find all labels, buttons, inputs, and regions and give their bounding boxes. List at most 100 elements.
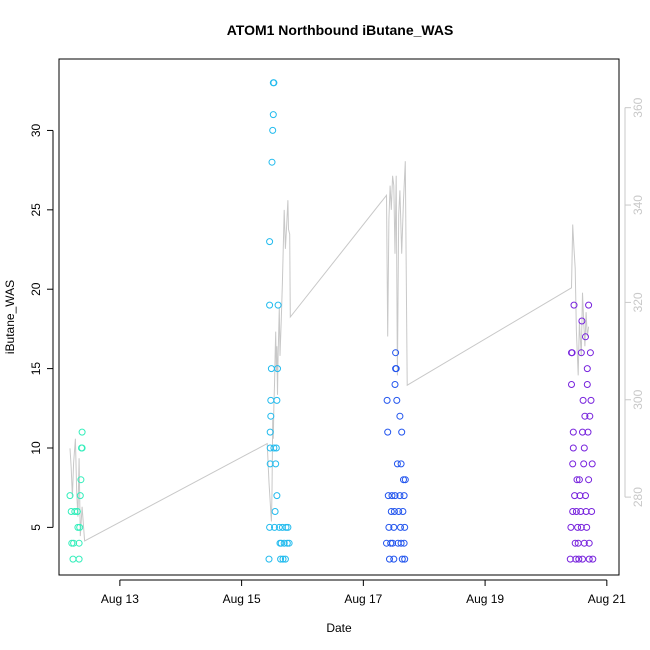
data-point — [384, 428, 392, 436]
data-point — [277, 555, 285, 563]
data-point — [78, 428, 86, 436]
data-point — [274, 301, 282, 309]
data-point — [587, 396, 595, 404]
chart-title: ATOM1 Northbound iButane_WAS — [227, 22, 454, 38]
data-point — [393, 460, 401, 468]
data-point — [584, 428, 592, 436]
data-point — [270, 79, 278, 87]
data-point — [266, 428, 274, 436]
data-point — [267, 412, 275, 420]
data-point — [391, 492, 399, 500]
data-point — [383, 396, 391, 404]
y-tick-label: 5 — [29, 524, 43, 531]
data-point — [270, 444, 278, 452]
data-point — [389, 539, 397, 547]
data-point — [573, 476, 581, 484]
data-point — [400, 539, 408, 547]
data-point — [75, 555, 83, 563]
data-point — [69, 555, 77, 563]
data-point — [580, 444, 588, 452]
data-point — [274, 365, 281, 373]
data-point — [387, 539, 395, 547]
x-tick-label: Aug 17 — [344, 592, 382, 606]
data-point — [401, 476, 409, 484]
data-point — [266, 238, 274, 246]
data-point — [77, 476, 85, 484]
data-point — [397, 460, 405, 468]
data-point — [583, 365, 591, 373]
data-point — [585, 539, 593, 547]
secondary-line-layer — [69, 161, 590, 542]
data-point — [588, 460, 596, 468]
data-point — [271, 523, 278, 531]
data-point — [577, 349, 585, 357]
data-point — [569, 460, 577, 468]
data-point — [569, 444, 577, 452]
data-point — [273, 492, 281, 500]
data-point — [391, 381, 399, 388]
data-point — [577, 523, 585, 531]
data-point — [582, 492, 589, 500]
data-point — [583, 381, 591, 388]
y-tick-label: 10 — [29, 441, 43, 455]
data-point — [585, 301, 593, 309]
data-point — [390, 555, 398, 563]
data-point — [400, 492, 408, 500]
data-point — [392, 365, 400, 373]
data-point — [579, 396, 587, 404]
y-tick-label: 20 — [29, 282, 43, 296]
y2-tick-label: 320 — [631, 292, 645, 312]
data-point — [397, 523, 404, 531]
data-point — [398, 555, 406, 563]
data-point — [571, 492, 579, 500]
data-point — [266, 301, 274, 309]
data-point — [385, 523, 393, 531]
data-point — [396, 412, 404, 420]
data-point — [582, 333, 589, 341]
data-point — [269, 111, 277, 119]
x-axis-label: Date — [326, 621, 352, 635]
secondary-series-line — [69, 161, 590, 542]
y2-tick-label: 340 — [631, 195, 645, 215]
data-point — [392, 349, 400, 357]
data-point — [279, 555, 287, 563]
data-point — [569, 508, 577, 515]
data-point — [572, 508, 580, 515]
data-point — [281, 555, 289, 563]
data-point — [76, 523, 84, 531]
data-point — [272, 460, 280, 468]
data-point — [583, 523, 591, 531]
y-axis-label: iButane_WAS — [3, 280, 17, 354]
data-point — [272, 444, 280, 452]
data-point — [268, 158, 276, 166]
y-tick-label: 30 — [29, 123, 43, 137]
data-point — [575, 555, 583, 563]
data-point — [76, 492, 84, 500]
data-point — [275, 523, 283, 531]
data-point — [75, 539, 83, 547]
data-point — [285, 539, 293, 547]
data-point — [589, 555, 597, 563]
data-point — [580, 539, 588, 547]
data-point — [567, 523, 575, 531]
data-point — [574, 523, 582, 531]
data-point — [71, 508, 79, 515]
y-tick-label: 15 — [29, 362, 43, 376]
data-point — [395, 508, 403, 515]
data-point — [578, 317, 586, 325]
data-point — [569, 428, 577, 436]
y-axis-right: 280 300 320 340 360 — [624, 97, 645, 507]
data-point — [266, 523, 274, 531]
data-point — [273, 396, 281, 404]
data-point — [267, 396, 275, 404]
data-point — [571, 539, 579, 547]
data-point — [581, 412, 589, 420]
data-point — [393, 396, 401, 404]
data-point — [269, 126, 277, 134]
data-point — [577, 508, 585, 515]
x-tick-label: Aug 13 — [101, 592, 139, 606]
data-point — [570, 301, 578, 309]
x-axis: Aug 13 Aug 15 Aug 17 Aug 19 Aug 21 — [101, 579, 626, 606]
y2-tick-label: 280 — [631, 487, 645, 507]
